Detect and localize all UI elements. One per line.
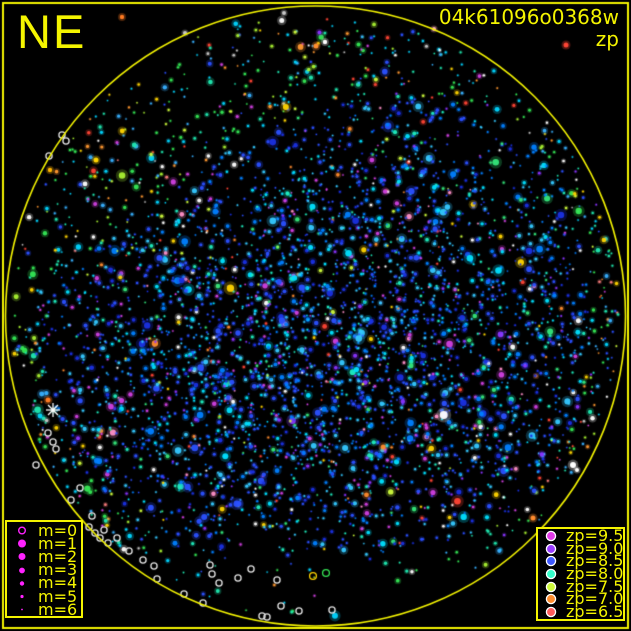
- legend-row-zp95: zp=9.5: [540, 526, 624, 546]
- legend-label: zp=7.0: [566, 589, 624, 609]
- legend-row-zp85: zp=8.5: [540, 551, 624, 571]
- legend-label: m=6: [38, 599, 78, 619]
- legend-label: zp=7.5: [566, 576, 624, 596]
- legend-label: m=0: [38, 520, 78, 540]
- symbol-circle: [20, 594, 24, 599]
- zp-color-swatch-icon: [545, 556, 557, 567]
- zp-color-swatch-icon: [545, 543, 557, 555]
- legend-label: m=1: [38, 533, 78, 553]
- zp-color-swatch-icon: [545, 594, 557, 605]
- symbol-circle: [545, 531, 557, 542]
- legend-row-m4: m=4: [10, 573, 81, 593]
- symbol-circle: [545, 581, 557, 592]
- zp-color-swatch-icon: [545, 531, 557, 542]
- legend-row-m0: m=0: [10, 520, 81, 540]
- magnitude-symbol-filled-circle-icon: [20, 594, 24, 599]
- quadrant-label: NE: [17, 5, 87, 58]
- legend-row-zp90: zp=9.0: [540, 538, 624, 558]
- legend-label: m=2: [38, 546, 78, 566]
- legend-row-m2: m=2: [10, 546, 81, 566]
- magnitude-symbol-filled-circle-icon: [18, 553, 26, 561]
- legend-row-zp80: zp=8.0: [540, 564, 624, 584]
- symbol-circle: [19, 567, 25, 574]
- symbol-circle: [21, 608, 23, 611]
- symbol-circle: [18, 553, 26, 561]
- symbol-circle: [545, 606, 557, 618]
- legend-label: m=4: [38, 573, 78, 593]
- zp-color-swatch-icon: [545, 568, 557, 580]
- color-variable-label: zp: [595, 27, 619, 51]
- symbol-circle: [545, 543, 557, 555]
- magnitude-legend: m=0 m=1 m=2 m=3 m=4 m=5 m=6: [5, 520, 83, 618]
- legend-row-m6: m=6: [10, 599, 81, 619]
- magnitude-symbol-filled-circle-icon: [19, 567, 25, 574]
- magnitude-symbol-filled-circle-icon: [21, 608, 23, 611]
- symbol-circle: [545, 594, 557, 605]
- legend-label: zp=8.5: [566, 551, 624, 571]
- plate-title: 04k61096o0368w: [438, 5, 619, 29]
- symbol-circle: [18, 539, 26, 548]
- legend-label: zp=9.5: [566, 526, 624, 546]
- magnitude-symbol-filled-circle-icon: [19, 581, 25, 586]
- legend-label: zp=9.0: [566, 538, 624, 558]
- symbol-circle: [545, 556, 557, 567]
- zp-color-swatch-icon: [545, 581, 557, 592]
- legend-label: zp=8.0: [566, 564, 624, 584]
- legend-row-m1: m=1: [10, 533, 81, 553]
- legend-label: m=5: [38, 586, 78, 606]
- symbol-circle: [17, 526, 26, 535]
- symbol-circle: [545, 568, 557, 580]
- legend-label: m=3: [38, 560, 78, 580]
- legend-row-m3: m=3: [10, 560, 81, 580]
- legend-row-m5: m=5: [10, 586, 81, 606]
- magnitude-symbol-open-circle-icon: [17, 526, 26, 535]
- legend-row-zp65: zp=6.5: [540, 601, 624, 621]
- zp-color-swatch-icon: [545, 606, 557, 618]
- legend-label: zp=6.5: [566, 601, 624, 621]
- zp-color-legend: zp=9.5 zp=9.0 zp=8.5 zp=8.0 zp=7.5 zp=7.…: [536, 527, 625, 621]
- magnitude-symbol-filled-circle-icon: [18, 539, 26, 548]
- legend-row-zp75: zp=7.5: [540, 576, 624, 596]
- legend-row-zp70: zp=7.0: [540, 589, 624, 609]
- symbol-circle: [19, 581, 25, 586]
